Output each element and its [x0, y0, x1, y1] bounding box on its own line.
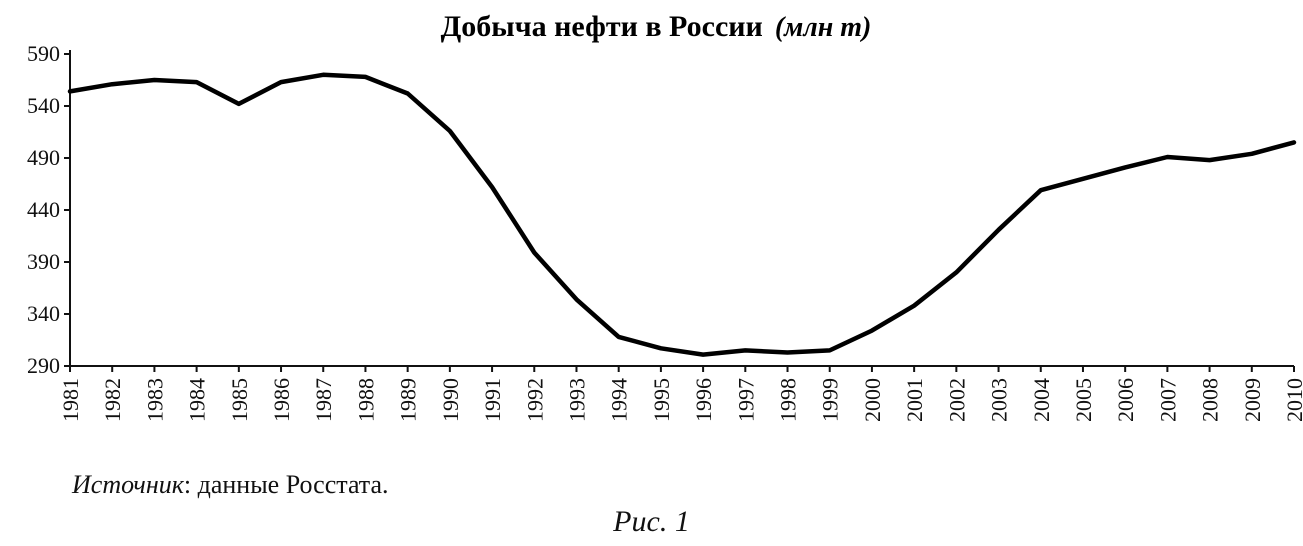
y-tick-label: 290: [27, 353, 60, 378]
figure-caption: Рис. 1: [613, 505, 690, 538]
chart-title: Добыча нефти в России (млн т): [441, 10, 872, 43]
data-point: [153, 79, 155, 81]
series-line: [67, 72, 1297, 357]
source-label: Источник: [72, 470, 184, 499]
x-tick-label: 2001: [902, 378, 927, 422]
data-point: [744, 349, 746, 351]
y-tick-label: 440: [27, 197, 60, 222]
data-point: [280, 81, 282, 83]
x-tick-label: 1997: [733, 378, 758, 422]
x-tick-label: 2002: [944, 378, 969, 422]
x-tick-label: 1982: [100, 378, 125, 422]
x-tick-label: 1992: [522, 378, 547, 422]
data-point: [449, 130, 451, 132]
x-tick-label: 2003: [987, 378, 1012, 422]
data-point: [829, 349, 831, 351]
data-point: [1293, 141, 1295, 143]
x-tick-label: 1984: [185, 378, 210, 422]
series-group: [67, 72, 1297, 357]
x-tick-label: 1981: [58, 378, 83, 422]
x-tick-label: 1989: [396, 378, 421, 422]
data-point: [998, 229, 1000, 231]
x-tick-label: 1993: [564, 378, 589, 422]
x-tick-label: 1987: [311, 378, 336, 422]
data-point: [1166, 156, 1168, 158]
chart: Добыча нефти в России (млн т) 590 540 490 4…: [27, 10, 1303, 422]
x-tick-label: 1999: [818, 378, 843, 422]
data-point: [407, 93, 409, 94]
x-tick-label: 2004: [1029, 378, 1054, 422]
data-point: [913, 305, 915, 307]
x-tick-label: 1998: [776, 378, 801, 422]
data-point: [1251, 153, 1253, 155]
x-tick-label: 1988: [353, 378, 378, 422]
x-tick-label: 2007: [1155, 378, 1180, 422]
x-tick-label: 1986: [269, 378, 294, 422]
data-point: [1124, 166, 1126, 168]
source-text: : данные Росстата.: [183, 470, 389, 499]
x-axis-ticks: 1981 1982 1983 1984 1985 1986 1987 1988 1989 1990…: [58, 366, 1303, 422]
data-point: [111, 83, 113, 85]
data-point: [576, 298, 577, 300]
x-tick-label: 1994: [607, 378, 632, 422]
data-point: [1209, 159, 1211, 161]
data-point: [702, 354, 704, 356]
x-tick-label: 1983: [142, 378, 167, 422]
x-tick-label: 2005: [1071, 378, 1096, 422]
y-tick-label: 540: [27, 93, 60, 118]
data-point: [955, 271, 957, 273]
chart-title-main: Добыча нефти в России: [441, 10, 763, 43]
data-point: [238, 103, 240, 105]
x-tick-label: 2000: [860, 378, 885, 422]
data-point: [69, 90, 71, 92]
x-tick-label: 1995: [649, 378, 674, 422]
y-tick-label: 340: [27, 301, 60, 326]
y-axis-ticks: 590 540 490 440 390 340 290: [27, 41, 70, 378]
data-point: [533, 252, 535, 254]
x-tick-label: 2010: [1282, 378, 1303, 422]
data-point: [364, 76, 366, 78]
data-point: [618, 336, 620, 338]
x-tick-label: 1985: [227, 378, 252, 422]
y-tick-label: 390: [27, 249, 60, 274]
chart-title-unit: (млн т): [775, 12, 872, 43]
data-point: [660, 347, 662, 349]
data-point: [196, 81, 198, 83]
x-tick-label: 1990: [438, 378, 463, 422]
x-tick-label: 1996: [691, 378, 716, 422]
x-tick-label: 2006: [1113, 378, 1138, 422]
y-tick-label: 490: [27, 145, 60, 170]
data-point: [1082, 178, 1084, 180]
source-note: Источник: данные Росстата.: [72, 470, 389, 500]
data-point: [787, 352, 788, 353]
data-point: [491, 186, 493, 188]
data-point: [322, 74, 324, 76]
data-point: [871, 330, 873, 332]
x-tick-label: 2008: [1198, 378, 1223, 422]
y-tick-label: 590: [27, 41, 60, 66]
data-point: [1040, 189, 1042, 191]
x-tick-label: 1991: [480, 378, 505, 422]
x-tick-label: 2009: [1240, 378, 1265, 422]
